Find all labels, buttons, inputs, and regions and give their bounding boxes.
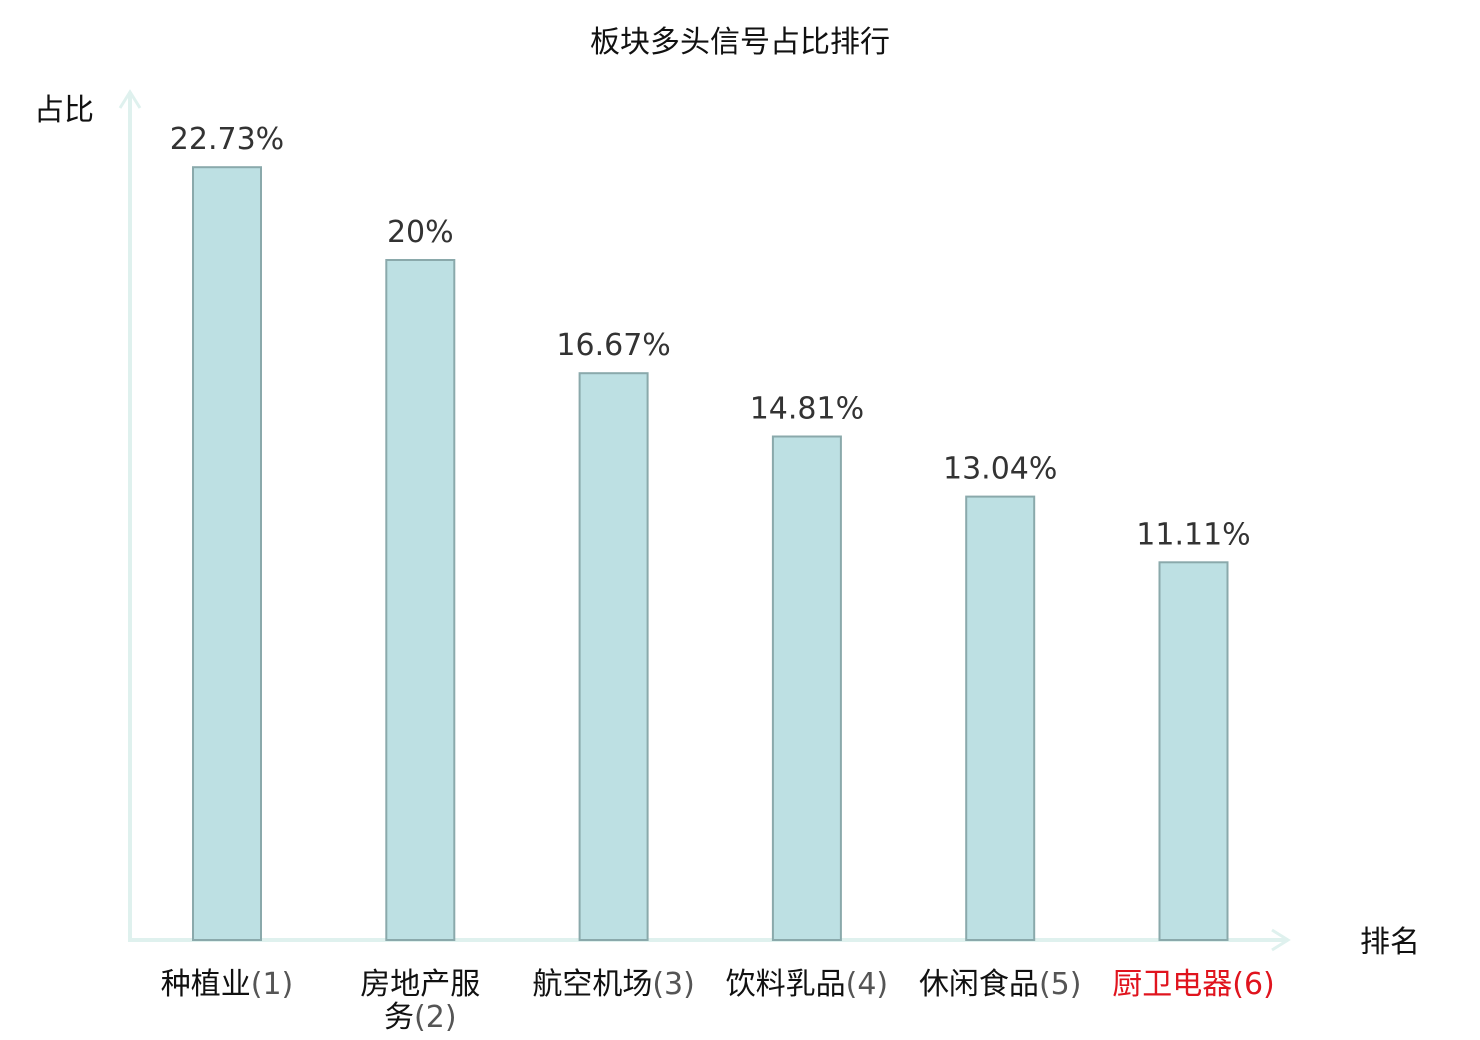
category-name: 厨卫电器 [1112, 967, 1232, 1002]
x-axis-arrow-icon [1271, 928, 1291, 952]
bar-5 [965, 495, 1036, 941]
y-axis-label: 占比 [34, 93, 94, 128]
category-name: 航空机场 [532, 967, 652, 1002]
value-label-2: 20% [387, 215, 454, 250]
category-label-3: 航空机场(3) [532, 967, 695, 1002]
bars-group [192, 166, 1229, 941]
category-name: 务 [384, 1000, 414, 1035]
category-label-2-line-1: 房地产服 [360, 967, 480, 1002]
category-name: 房地产服 [360, 967, 480, 1002]
category-rank: (4) [846, 967, 889, 1002]
category-rank: (3) [652, 967, 695, 1002]
bar-1 [192, 166, 262, 941]
category-label-5: 休闲食品(5) [919, 967, 1081, 1002]
category-label-6: 厨卫电器(6) [1112, 967, 1275, 1002]
bar-4 [771, 435, 842, 941]
value-label-6: 11.11% [1136, 517, 1250, 552]
x-axis-label: 排名 [1360, 925, 1420, 960]
category-rank: (2) [414, 1000, 457, 1035]
category-rank: (1) [251, 967, 294, 1002]
bar-2 [385, 259, 456, 941]
value-labels-group: 22.73% 20% 16.67% 14.81% 13.04% 11.11% [170, 122, 1251, 552]
chart-title: 板块多头信号占比排行 [590, 25, 890, 60]
category-label-1: 种植业(1) [161, 967, 294, 1002]
category-rank: (5) [1039, 967, 1082, 1002]
category-name: 种植业 [161, 967, 251, 1002]
category-name: 休闲食品 [919, 967, 1039, 1002]
value-label-3: 16.67% [556, 328, 670, 363]
value-label-4: 14.81% [750, 392, 864, 427]
value-label-5: 13.04% [943, 452, 1057, 487]
category-name: 饮料乳品 [726, 967, 846, 1002]
y-axis-arrow-icon [118, 89, 142, 109]
category-rank: (6) [1232, 967, 1275, 1002]
category-label-2-line-2: 务(2) [384, 1000, 457, 1035]
value-label-1: 22.73% [170, 122, 284, 157]
bar-6 [1158, 561, 1229, 941]
bar-3 [578, 372, 649, 941]
category-label-4: 饮料乳品(4) [726, 967, 889, 1002]
